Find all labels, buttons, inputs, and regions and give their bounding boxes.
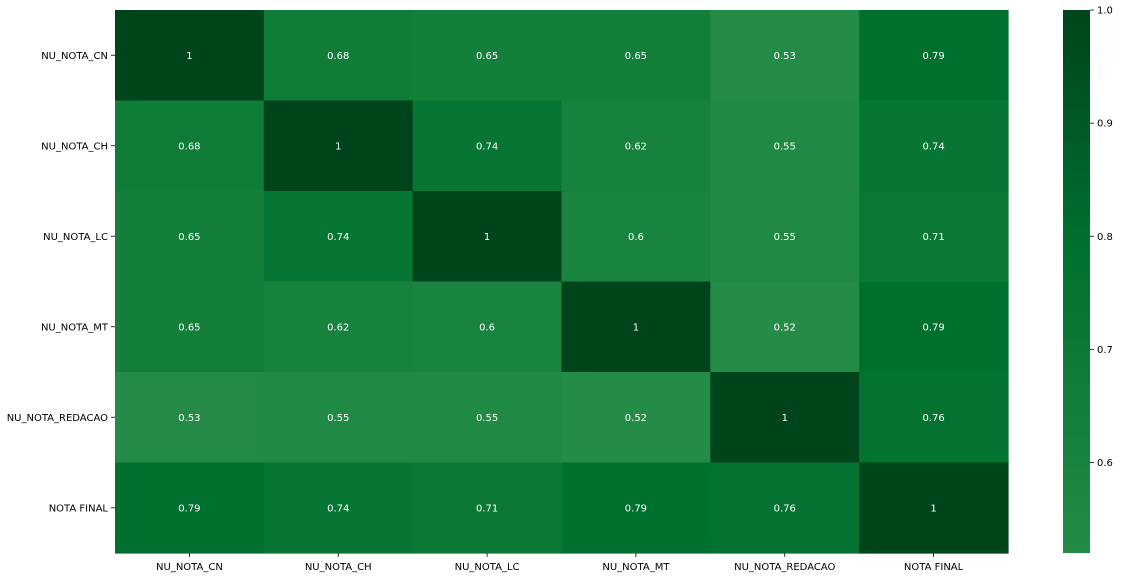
cell-value-label: 1	[484, 232, 490, 243]
cell-value-label: 0.52	[625, 413, 647, 424]
y-tick-label: NOTA FINAL	[49, 503, 109, 514]
cell-value-label: 0.65	[178, 322, 200, 333]
heatmap-cell	[561, 10, 711, 102]
cell-value-label: 0.6	[479, 322, 495, 333]
heatmap-cells	[115, 10, 1009, 554]
cell-value-label: 1	[186, 51, 192, 62]
y-tick-label: NU_NOTA_LC	[43, 232, 108, 243]
colorbar-tick-label: 1.0	[1097, 6, 1113, 17]
y-tick-label: NU_NOTA_MT	[41, 322, 109, 333]
cell-value-label: 0.79	[922, 322, 944, 333]
heatmap-cell	[412, 191, 563, 283]
heatmap-cell	[561, 372, 711, 464]
heatmap-cell	[263, 281, 414, 373]
x-tick-label: NU_NOTA_REDACAO	[734, 562, 835, 573]
heatmap-cell	[859, 372, 1009, 464]
heatmap-cell	[115, 100, 265, 192]
cell-value-label: 0.74	[327, 232, 349, 243]
cell-value-label: 1	[335, 141, 341, 152]
heatmap-cell	[859, 191, 1009, 283]
heatmap-cell	[412, 281, 563, 373]
heatmap-cell	[561, 281, 711, 373]
cell-value-label: 0.65	[476, 51, 498, 62]
cell-value-label: 0.65	[178, 232, 200, 243]
colorbar-ticks: 0.6 0.7 0.8 0.9 1.0	[1090, 6, 1113, 469]
cell-value-label: 0.52	[774, 322, 796, 333]
heatmap-cell	[115, 462, 265, 554]
heatmap-cell	[115, 191, 265, 283]
cell-value-label: 0.68	[178, 141, 200, 152]
heatmap-cell	[263, 191, 414, 283]
heatmap-cell	[115, 372, 265, 464]
cell-value-label: 1	[633, 322, 639, 333]
heatmap-cell	[115, 10, 265, 102]
cell-value-label: 0.53	[774, 51, 796, 62]
cell-value-label: 0.71	[476, 503, 498, 514]
heatmap-cell	[412, 100, 563, 192]
colorbar-tick-label: 0.8	[1097, 232, 1113, 243]
colorbar-tick-label: 0.9	[1097, 119, 1113, 130]
heatmap-cell	[263, 100, 414, 192]
heatmap-cell	[710, 372, 860, 464]
y-tick-label: NU_NOTA_CH	[41, 141, 108, 152]
heatmap-cell	[710, 191, 860, 283]
cell-annotations: 1 0.68 0.65 0.65 0.53 0.79 0.68 1 0.74 0.62 0.55 0.…	[178, 51, 944, 515]
heatmap-cell	[859, 100, 1009, 192]
cell-value-label: 0.79	[178, 503, 200, 514]
cell-value-label: 0.6	[628, 232, 644, 243]
cell-value-label: 0.62	[625, 141, 647, 152]
y-tick-label: NU_NOTA_CN	[41, 51, 108, 62]
heatmap-cell	[412, 372, 563, 464]
heatmap-cell	[263, 462, 414, 554]
colorbar: 0.6 0.7 0.8 0.9 1.0	[1063, 6, 1113, 553]
heatmap-cell	[412, 462, 563, 554]
colorbar-scale	[1063, 10, 1090, 553]
cell-value-label: 0.79	[922, 51, 944, 62]
colorbar-tick-label: 0.7	[1097, 345, 1113, 356]
y-tick-label: NU_NOTA_REDACAO	[7, 413, 108, 424]
cell-value-label: 0.74	[476, 141, 498, 152]
heatmap-cell	[710, 100, 860, 192]
cell-value-label: 0.74	[922, 141, 944, 152]
cell-value-label: 0.76	[774, 503, 796, 514]
heatmap-cell	[710, 462, 860, 554]
cell-value-label: 0.74	[327, 503, 349, 514]
cell-value-label: 0.68	[327, 51, 349, 62]
x-tick-label: NU_NOTA_LC	[455, 562, 520, 573]
cell-value-label: 1	[782, 413, 788, 424]
cell-value-label: 1	[930, 503, 936, 514]
colorbar-tick-label: 0.6	[1097, 458, 1113, 469]
x-axis-ticks: NU_NOTA_CN NU_NOTA_CH NU_NOTA_LC NU_NOTA_MT…	[156, 553, 964, 573]
x-tick-label: NU_NOTA_MT	[602, 562, 670, 573]
y-axis-ticks: NU_NOTA_CN NU_NOTA_CH NU_NOTA_LC NU_NOTA_MT…	[7, 51, 115, 514]
cell-value-label: 0.76	[922, 413, 944, 424]
heatmap-cell	[710, 10, 860, 102]
cell-value-label: 0.55	[476, 413, 498, 424]
heatmap-cell	[412, 10, 563, 102]
heatmap-cell	[710, 281, 860, 373]
heatmap-cell	[561, 100, 711, 192]
cell-value-label: 0.79	[625, 503, 647, 514]
cell-value-label: 0.55	[774, 141, 796, 152]
heatmap-cell	[115, 281, 265, 373]
cell-value-label: 0.65	[625, 51, 647, 62]
cell-value-label: 0.62	[327, 322, 349, 333]
cell-value-label: 0.53	[178, 413, 200, 424]
heatmap-cell	[263, 10, 414, 102]
x-tick-label: NU_NOTA_CH	[305, 562, 372, 573]
x-tick-label: NOTA FINAL	[904, 562, 964, 573]
x-tick-label: NU_NOTA_CN	[156, 562, 223, 573]
heatmap-cell	[859, 462, 1009, 554]
heatmap-cell	[859, 10, 1009, 102]
heatmap-cell	[561, 191, 711, 283]
cell-value-label: 0.55	[327, 413, 349, 424]
cell-value-label: 0.71	[922, 232, 944, 243]
heatmap-cell	[263, 372, 414, 464]
heatmap-cell	[859, 281, 1009, 373]
heatmap-cell	[561, 462, 711, 554]
cell-value-label: 0.55	[774, 232, 796, 243]
